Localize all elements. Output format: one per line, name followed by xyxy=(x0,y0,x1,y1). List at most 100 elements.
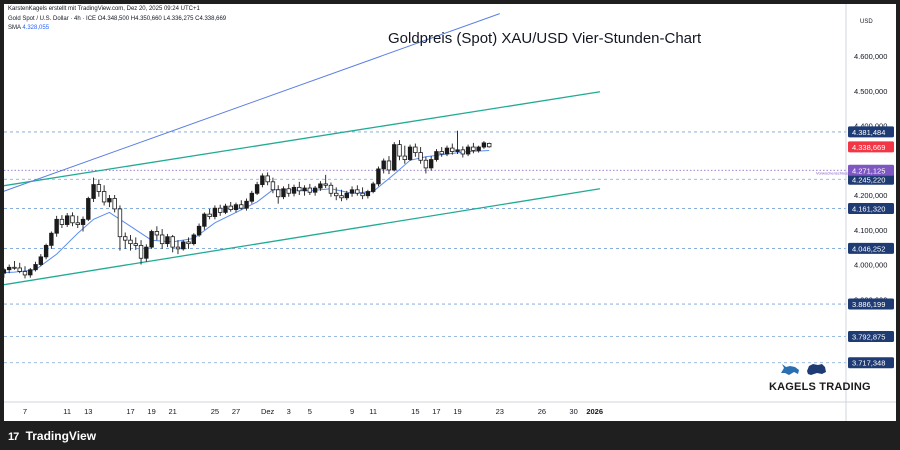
candle-body xyxy=(486,142,492,148)
candle-body xyxy=(413,146,418,154)
x-tick-label: 25 xyxy=(211,407,219,416)
candle-body xyxy=(49,232,54,246)
candle xyxy=(128,234,133,251)
candle xyxy=(328,182,334,197)
candle-body xyxy=(217,207,223,213)
candle xyxy=(228,201,233,212)
candle-body xyxy=(254,184,260,194)
candle xyxy=(355,185,360,196)
sma-value: 4.328,055 xyxy=(22,25,50,31)
candle xyxy=(123,232,128,249)
candle xyxy=(117,205,123,251)
candle xyxy=(397,140,402,161)
level-tag-bg xyxy=(848,242,894,254)
candle-body xyxy=(133,243,138,246)
y-tick-label: 4.500,000 xyxy=(854,87,887,96)
y-tick-label: 4.200,000 xyxy=(854,191,887,200)
sma-legend[interactable]: SMA 4.328,055 xyxy=(8,25,49,31)
symbol-legend[interactable]: Gold Spot / U.S. Dollar · 4h · ICE O4.34… xyxy=(8,16,226,22)
candle-body xyxy=(70,215,75,224)
candle xyxy=(307,183,313,195)
x-tick-label: 21 xyxy=(169,407,177,416)
candle xyxy=(270,177,276,194)
symbol-name: Gold Spot / U.S. Dollar · 4h · ICE xyxy=(8,16,97,22)
candle xyxy=(291,184,297,197)
candle xyxy=(286,183,291,197)
footer-bar: 17 TradingView xyxy=(0,421,900,450)
x-tick-label: 26 xyxy=(538,407,546,416)
candle-body xyxy=(38,256,44,265)
candle xyxy=(323,174,328,189)
candle-body xyxy=(328,184,334,194)
tradingview-logo[interactable]: 17 TradingView xyxy=(8,429,96,443)
candle xyxy=(54,215,59,237)
candle xyxy=(476,145,481,153)
candle-body xyxy=(28,269,33,276)
candle xyxy=(450,143,455,155)
candle xyxy=(207,208,212,220)
ohlc-values: O4.348,500 H4.350,660 L4.336,275 C4.338,… xyxy=(97,16,227,22)
candle xyxy=(465,144,471,157)
candle xyxy=(386,156,392,175)
current-price-tag: 4.338,669 xyxy=(852,143,885,152)
candle xyxy=(170,234,175,253)
previous-week-close-note: Vorwochenschluss xyxy=(816,170,849,175)
candle xyxy=(439,147,444,157)
chart-pane[interactable]: 4.600,000 4.500,000 4.400,000 4.200,000 4.10… xyxy=(4,4,896,421)
candle-body xyxy=(312,187,318,193)
x-tick-label: 30 xyxy=(569,407,577,416)
tradingview-mark-icon: 17 xyxy=(8,431,19,443)
candle-body xyxy=(365,191,371,197)
candle xyxy=(149,229,154,249)
trend-channel-upper xyxy=(4,91,601,187)
candle-body xyxy=(307,187,313,193)
price-chart[interactable]: 4.600,000 4.500,000 4.400,000 4.200,000 4.10… xyxy=(4,4,896,421)
chart-title: Goldpreis (Spot) XAU/USD Vier-Stunden-Ch… xyxy=(388,30,702,47)
candle-body xyxy=(281,188,286,198)
bull-icon xyxy=(781,364,799,375)
candle-body xyxy=(149,231,154,248)
level-tag: 4.381,484 xyxy=(852,128,885,137)
candle-body xyxy=(249,192,255,202)
candle-body xyxy=(96,184,102,192)
candle-body xyxy=(80,218,86,225)
candle xyxy=(297,181,302,195)
candle-body xyxy=(154,231,160,236)
candle xyxy=(154,226,160,241)
candle xyxy=(418,147,423,164)
candle xyxy=(202,212,207,230)
candle xyxy=(434,149,439,162)
candle-body xyxy=(344,192,349,199)
candle xyxy=(381,158,386,174)
candle-body xyxy=(12,266,17,269)
candle-body xyxy=(181,241,186,250)
candle-body xyxy=(386,160,392,171)
candle-body xyxy=(376,168,381,185)
sma-line xyxy=(4,150,490,274)
candle-body xyxy=(159,234,165,245)
x-tick-label: 19 xyxy=(453,407,461,416)
candle xyxy=(455,130,460,154)
candle xyxy=(12,261,17,270)
x-tick-label: 17 xyxy=(126,407,134,416)
candle-body xyxy=(54,218,59,234)
candle xyxy=(249,190,255,204)
y-tick-label: 4.100,000 xyxy=(854,226,887,235)
candle-body xyxy=(286,188,291,194)
candle xyxy=(33,261,38,272)
candle xyxy=(402,145,407,164)
candle xyxy=(59,215,65,229)
credit-text: KarstenKagels erstellt mit TradingView.c… xyxy=(8,6,200,12)
x-tick-label: 7 xyxy=(23,407,27,416)
x-tick-label: 17 xyxy=(432,407,440,416)
candle xyxy=(233,202,239,213)
candle xyxy=(138,240,144,265)
x-tick-label: 19 xyxy=(147,407,155,416)
candle-body xyxy=(355,189,360,194)
x-tick-label: 3 xyxy=(287,407,291,416)
level-tag: 3.792,875 xyxy=(852,332,885,341)
candle xyxy=(471,142,476,154)
x-tick-label: 23 xyxy=(496,407,504,416)
candle xyxy=(191,233,196,246)
